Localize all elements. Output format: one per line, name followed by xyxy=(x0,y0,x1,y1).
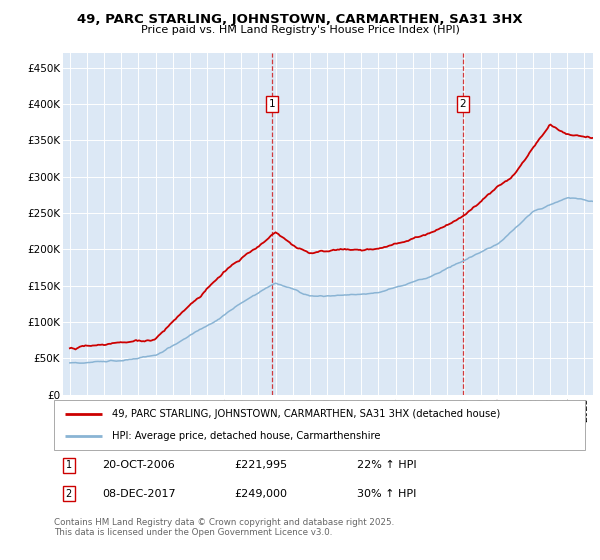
Text: 20-OCT-2006: 20-OCT-2006 xyxy=(102,460,175,470)
Text: £249,000: £249,000 xyxy=(235,488,287,498)
Text: 08-DEC-2017: 08-DEC-2017 xyxy=(102,488,175,498)
Text: 2: 2 xyxy=(66,488,72,498)
Text: 2: 2 xyxy=(460,99,466,109)
FancyBboxPatch shape xyxy=(54,400,585,450)
Text: 22% ↑ HPI: 22% ↑ HPI xyxy=(356,460,416,470)
Text: £221,995: £221,995 xyxy=(235,460,287,470)
Text: HPI: Average price, detached house, Carmarthenshire: HPI: Average price, detached house, Carm… xyxy=(112,431,381,441)
Text: Price paid vs. HM Land Registry's House Price Index (HPI): Price paid vs. HM Land Registry's House … xyxy=(140,25,460,35)
Text: 1: 1 xyxy=(269,99,275,109)
Text: 30% ↑ HPI: 30% ↑ HPI xyxy=(356,488,416,498)
Text: 1: 1 xyxy=(66,460,72,470)
Text: 49, PARC STARLING, JOHNSTOWN, CARMARTHEN, SA31 3HX: 49, PARC STARLING, JOHNSTOWN, CARMARTHEN… xyxy=(77,13,523,26)
Text: 49, PARC STARLING, JOHNSTOWN, CARMARTHEN, SA31 3HX (detached house): 49, PARC STARLING, JOHNSTOWN, CARMARTHEN… xyxy=(112,409,500,419)
Text: Contains HM Land Registry data © Crown copyright and database right 2025.
This d: Contains HM Land Registry data © Crown c… xyxy=(54,518,394,538)
